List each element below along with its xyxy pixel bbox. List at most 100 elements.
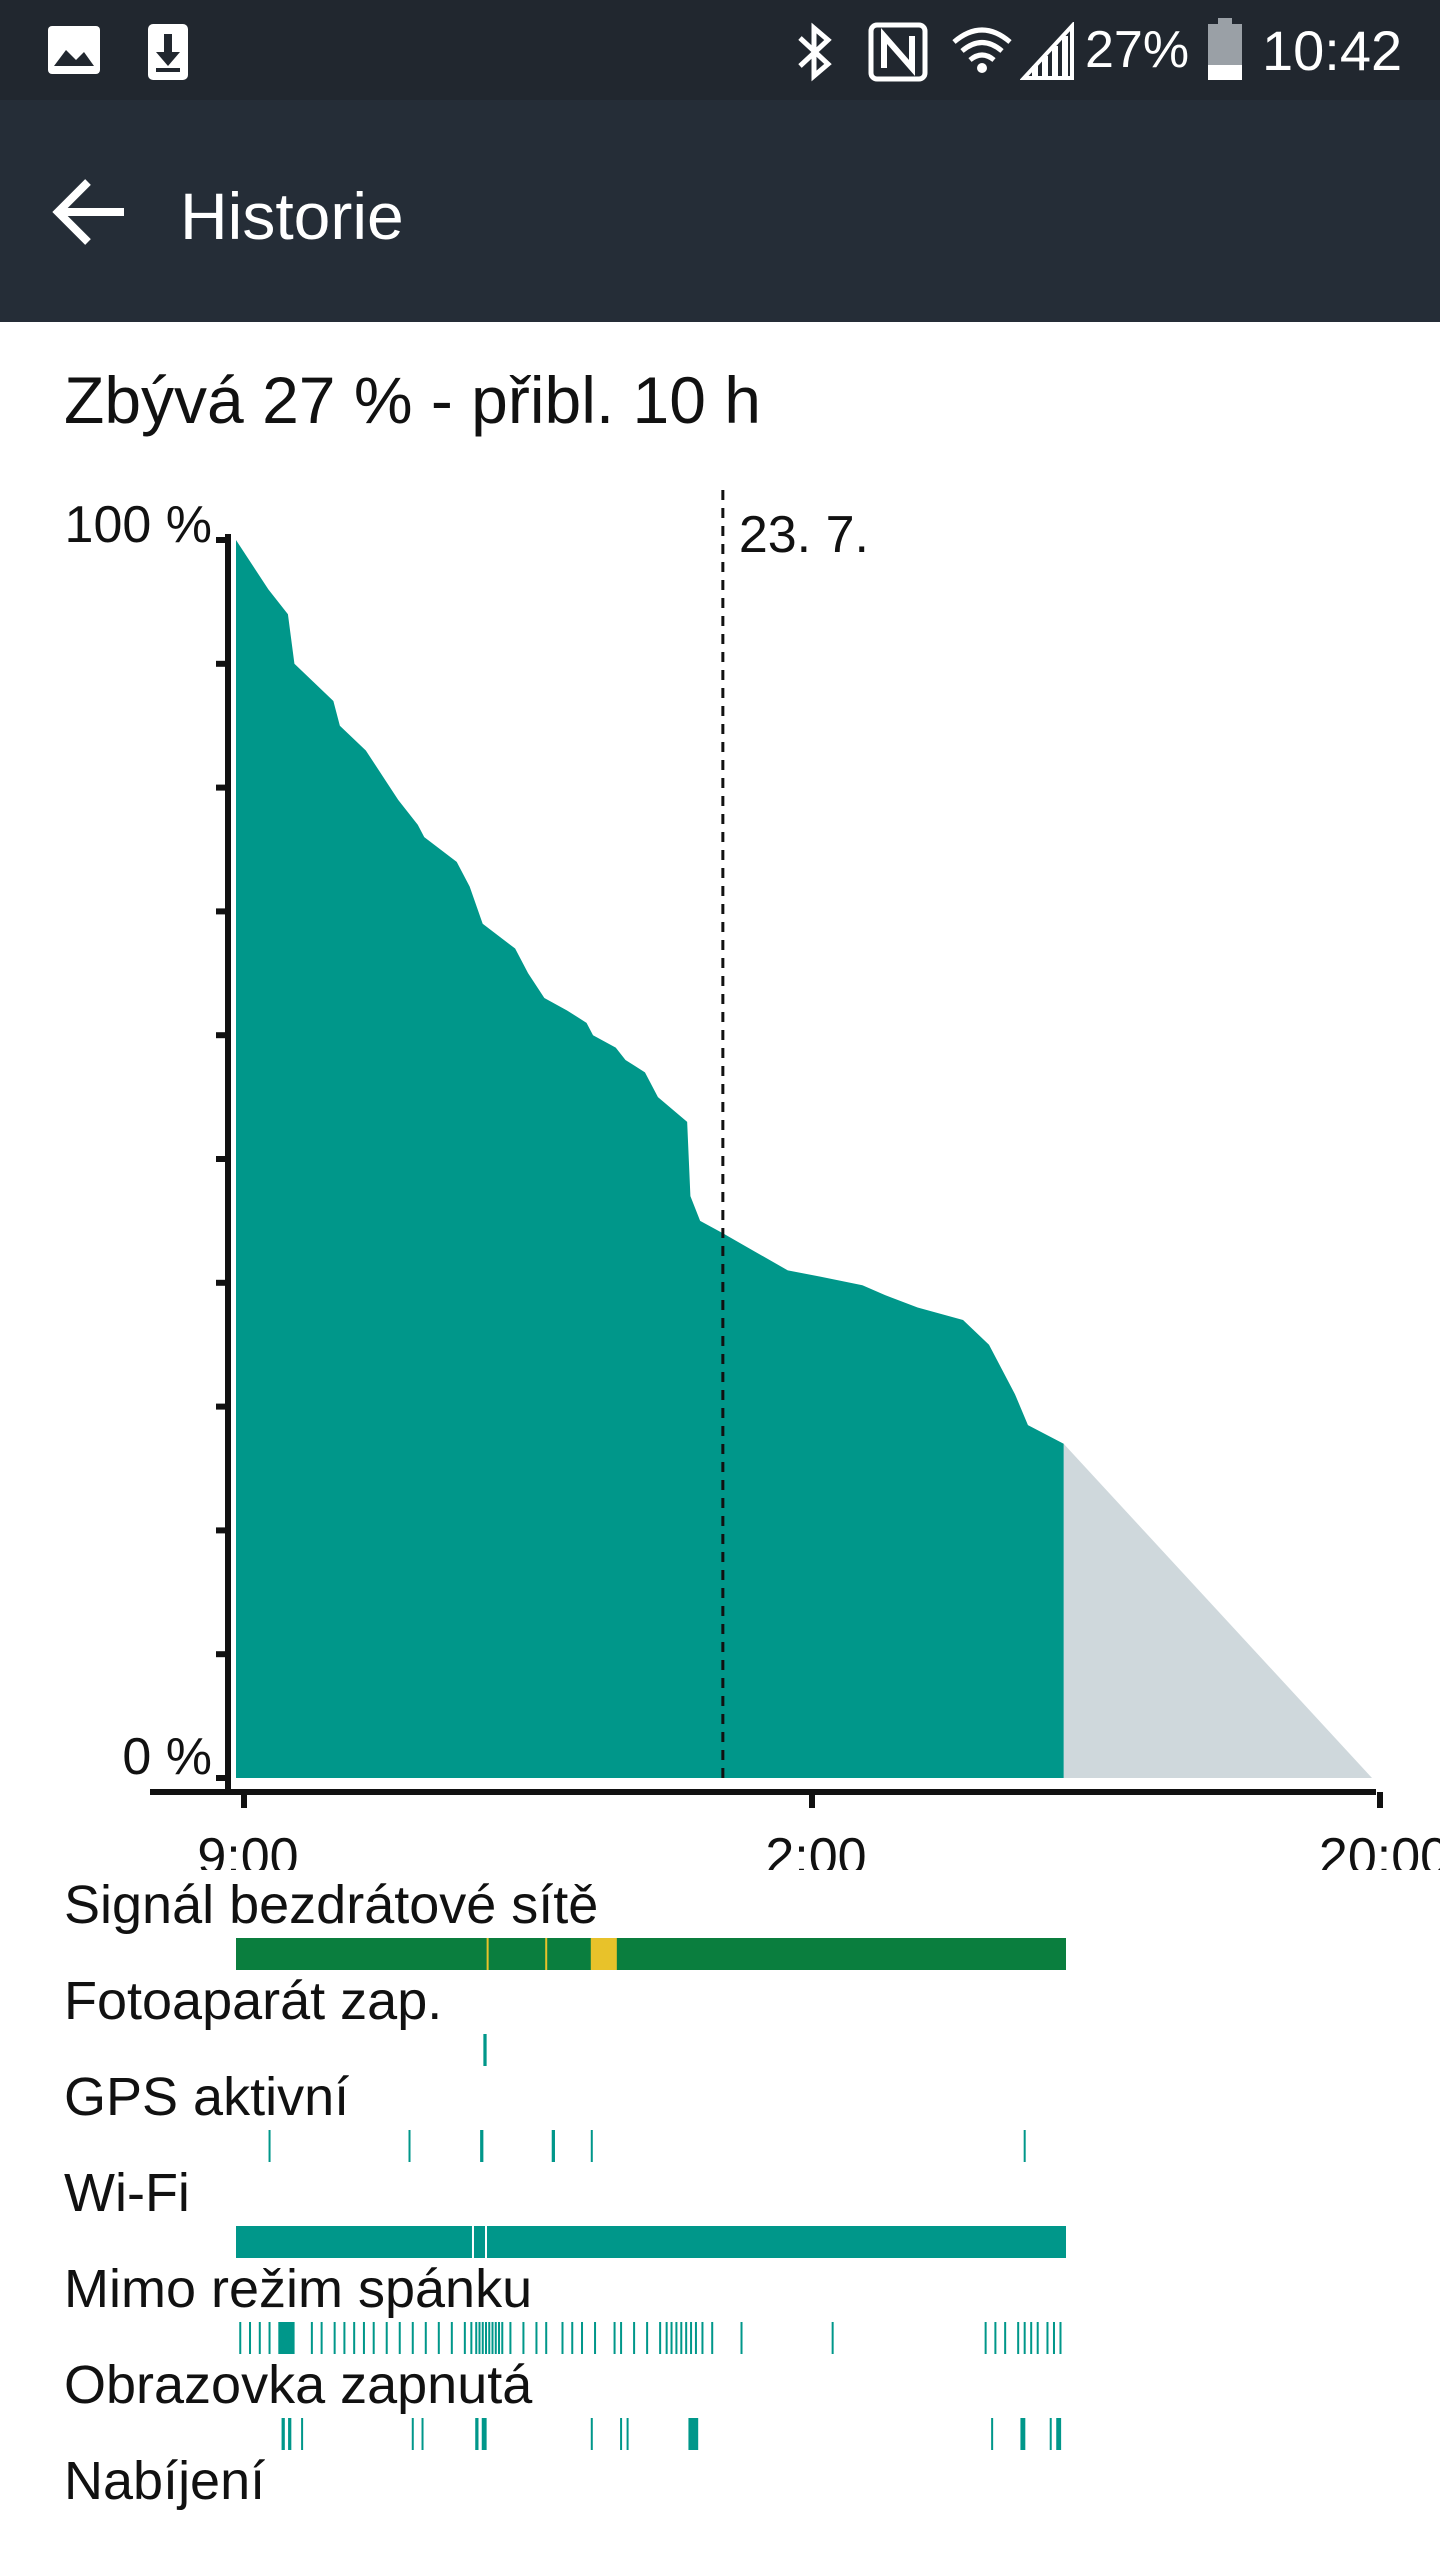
- usage-bar-signal: [236, 1938, 1066, 1970]
- usage-label-charging: Nabíjení: [64, 2451, 266, 2511]
- usage-event: [501, 2322, 504, 2354]
- download-icon: [148, 24, 188, 80]
- y-tick-label-100: 100 %: [65, 496, 212, 554]
- usage-event: [620, 2418, 623, 2450]
- usage-event: [470, 2322, 473, 2354]
- battery-summary: Zbývá 27 % - přibl. 10 h: [64, 363, 761, 437]
- usage-event: [590, 2418, 593, 2450]
- usage-event: [581, 2322, 584, 2354]
- usage-event: [450, 2322, 453, 2354]
- usage-event: [659, 2322, 662, 2354]
- usage-event: [421, 2418, 424, 2450]
- usage-bar-camera: [483, 2034, 487, 2066]
- usage-event: [984, 2322, 987, 2354]
- usage-event: [424, 2322, 427, 2354]
- usage-event: [372, 2322, 375, 2354]
- wifi-gap: [471, 2226, 474, 2258]
- usage-event: [333, 2322, 336, 2354]
- usage-event: [620, 2322, 623, 2354]
- usage-event: [483, 2034, 487, 2066]
- usage-event: [249, 2322, 252, 2354]
- usage-event: [646, 2322, 649, 2354]
- usage-event: [509, 2322, 512, 2354]
- usage-event: [488, 2322, 491, 2354]
- signal-segment-weak: [590, 1938, 617, 1970]
- usage-event: [701, 2322, 704, 2354]
- usage-label-screen-on: Obrazovka zapnutá: [64, 2355, 533, 2415]
- usage-event: [320, 2322, 323, 2354]
- usage-event: [545, 2322, 548, 2354]
- usage-event: [268, 2130, 271, 2162]
- usage-event: [670, 2322, 673, 2354]
- arrow-left-icon: [52, 179, 124, 245]
- battery-level-area: [236, 540, 1064, 1778]
- page-title: Historie: [180, 179, 404, 253]
- usage-label-wifi: Wi-Fi: [64, 2163, 190, 2223]
- signal-mark: [486, 1938, 489, 1970]
- usage-event: [475, 2322, 478, 2354]
- usage-event: [398, 2322, 401, 2354]
- usage-event: [1023, 2130, 1026, 2162]
- battery-icon: [1208, 18, 1242, 80]
- y-tick-label-0: 0 %: [122, 1728, 212, 1786]
- status-bar: 27% 10:42: [0, 0, 1440, 100]
- usage-bar-charging: [236, 2512, 1066, 2548]
- usage-event: [633, 2322, 636, 2354]
- battery-percent: 27%: [1085, 21, 1190, 79]
- usage-event: [385, 2322, 388, 2354]
- usage-event: [281, 2418, 285, 2450]
- usage-event: [343, 2322, 346, 2354]
- estimate-area: [1063, 1443, 1372, 1778]
- usage-event: [411, 2418, 414, 2450]
- usage-event: [551, 2130, 555, 2162]
- usage-event: [288, 2418, 292, 2450]
- usage-event: [590, 2130, 593, 2162]
- bluetooth-icon: [798, 22, 832, 82]
- wifi-gap: [485, 2226, 487, 2258]
- usage-event: [711, 2322, 714, 2354]
- usage-event: [594, 2322, 597, 2354]
- usage-event: [740, 2322, 743, 2354]
- usage-event: [626, 2418, 629, 2450]
- usage-bar-screen-on: [281, 2418, 1062, 2450]
- usage-event: [494, 2322, 497, 2354]
- usage-event: [475, 2418, 479, 2450]
- usage-event: [1020, 2418, 1026, 2450]
- usage-event: [675, 2322, 678, 2354]
- usage-event: [437, 2322, 440, 2354]
- usage-event: [688, 2418, 699, 2450]
- usage-event: [1023, 2322, 1026, 2354]
- usage-event: [665, 2322, 668, 2354]
- wifi-on-segment: [236, 2226, 1066, 2258]
- usage-event: [480, 2130, 484, 2162]
- usage-event: [571, 2322, 574, 2354]
- usage-event: [481, 2418, 487, 2450]
- usage-event: [561, 2322, 564, 2354]
- battery-history-chart: 23. 7. 100 % 0 % 9:00 2:00 20:00: [65, 490, 1440, 1870]
- usage-event: [1049, 2418, 1052, 2450]
- usage-event: [522, 2322, 525, 2354]
- x-tick-label-start: 9:00: [197, 1828, 298, 1870]
- usage-event: [1056, 2418, 1062, 2450]
- status-time: 10:42: [1262, 19, 1403, 82]
- usage-bar-awake: [239, 2322, 1062, 2354]
- image-icon: [48, 26, 100, 74]
- usage-event: [353, 2322, 356, 2354]
- usage-event: [310, 2322, 313, 2354]
- cell-signal-icon: [1020, 22, 1074, 80]
- nfc-icon: [868, 22, 928, 82]
- usage-event: [1059, 2322, 1062, 2354]
- usage-label-awake: Mimo režim spánku: [64, 2259, 533, 2319]
- signal-segment-good: [236, 1938, 1066, 1970]
- day-marker-label: 23. 7.: [739, 506, 869, 564]
- usage-bar-wifi: [236, 2226, 1066, 2258]
- signal-mark: [545, 1938, 548, 1970]
- app-bar: Historie: [0, 100, 1440, 322]
- usage-event: [485, 2322, 487, 2354]
- usage-event: [1046, 2322, 1049, 2354]
- back-button[interactable]: [44, 164, 140, 260]
- usage-event: [481, 2322, 484, 2354]
- usage-event: [478, 2322, 481, 2354]
- usage-event: [491, 2322, 494, 2354]
- usage-event: [362, 2322, 365, 2354]
